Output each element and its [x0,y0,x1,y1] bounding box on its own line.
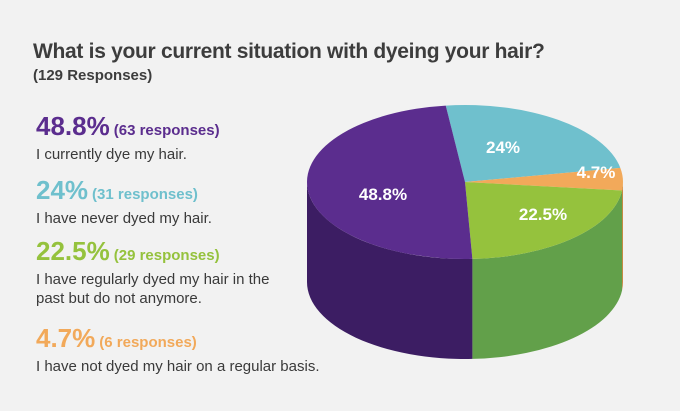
pie-slice-currently-dye [307,105,473,259]
legend-percent: 48.8% [36,111,110,141]
legend-description: I currently dye my hair. [36,146,187,163]
legend-description: I have not dyed my hair on a regular bas… [36,358,320,375]
chart-subtitle: (129 Responses) [33,67,153,84]
pie-slice-never-dyed [445,104,621,182]
legend-percent: 24% [36,175,89,205]
legend-description: I have regularly dyed my hair in the pas… [36,271,270,307]
legend-item-regularly-dyed-past: 22.5% (29 responses) I have regularly dye… [36,236,271,308]
pie-side-not-regular [622,182,623,291]
legend-responses: (29 responses) [113,247,220,264]
pie-label-regularly-dyed-past: 22.5% [519,205,567,224]
legend-responses: (6 responses) [99,334,197,351]
legend-percent: 4.7% [36,323,96,353]
legend-item-not-regular: 4.7% (6 responses) I have not dyed my hai… [36,323,326,376]
legend-responses: (31 responses) [92,186,198,203]
pie-side-regularly-dyed-past [472,190,623,359]
pie-slice-regularly-dyed-past [465,182,623,259]
chart-title: What is your current situation with dyei… [33,40,545,63]
legend-item-never-dyed: 24% (31 responses) I have never dyed my h… [36,175,326,228]
legend-description: I have never dyed my hair. [36,210,212,227]
pie-label-currently-dye: 48.8% [359,185,407,204]
legend-item-currently-dye: 48.8% (63 responses) I currently dye my h… [36,111,326,164]
pie-slice-not-regular [465,167,623,191]
pie-side-currently-dye [307,182,473,359]
legend-responses: (63 responses) [113,122,220,139]
pie-label-never-dyed: 24% [486,138,520,157]
pie-label-not-regular: 4.7% [577,163,616,182]
legend-percent: 22.5% [36,236,110,266]
